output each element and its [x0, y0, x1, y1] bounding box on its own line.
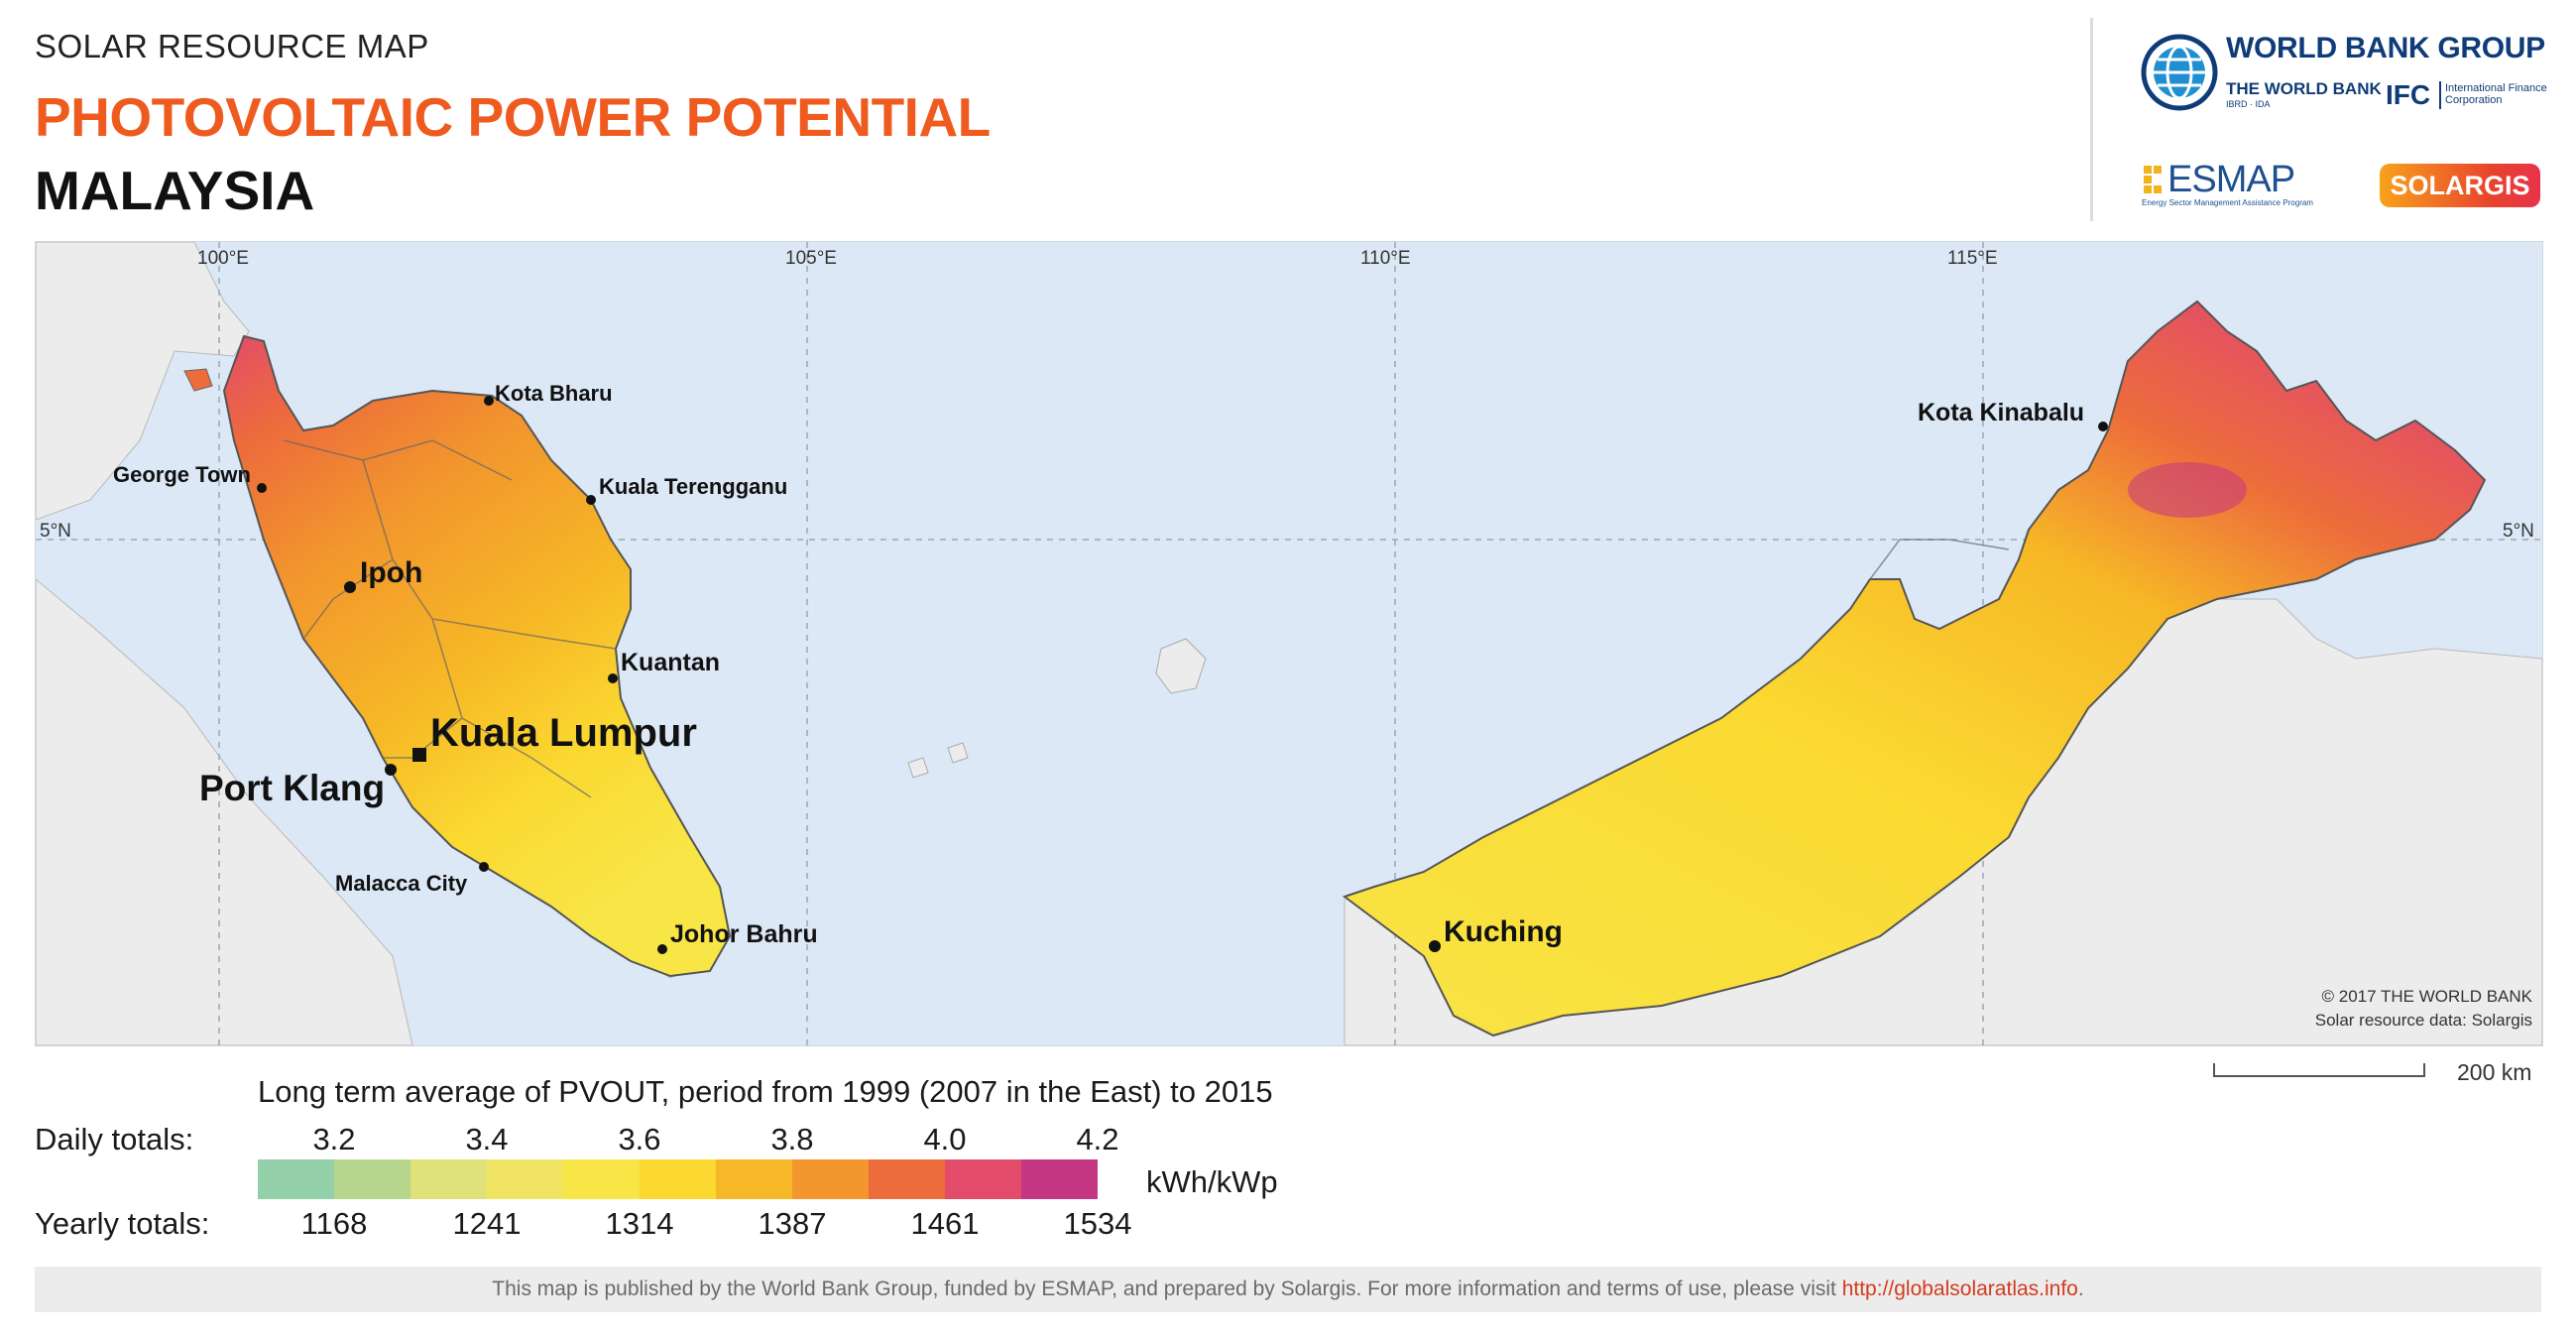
legend-color-ramp [258, 1159, 1098, 1199]
legend-daily-value: 4.0 [923, 1122, 967, 1156]
city-label-port-klang: Port Klang [199, 768, 385, 808]
the-world-bank-label: THE WORLD BANK [2226, 79, 2382, 98]
legend-daily-value: 3.4 [465, 1122, 509, 1156]
esmap-logo: ESMAP [2167, 159, 2295, 200]
lon-label-115: 115°E [1947, 248, 1998, 269]
langkawi-island [183, 368, 213, 392]
city-label-george-town: George Town [113, 462, 251, 487]
ifc-logo: IFC [2386, 79, 2431, 110]
ifc-divider [2439, 81, 2441, 109]
legend-color-cell [1021, 1159, 1098, 1199]
state-borders [283, 439, 2010, 798]
city-label-kota-bharu: Kota Bharu [495, 381, 613, 406]
legend-color-cell [487, 1159, 563, 1199]
legend-yearly-value: 1534 [1063, 1206, 1132, 1241]
legend-color-cell [869, 1159, 945, 1199]
footer-end: . [2077, 1277, 2084, 1300]
legend-color-cell [640, 1159, 716, 1199]
footer-note: This map is published by the World Bank … [35, 1267, 2541, 1312]
esmap-sun-icon [2144, 166, 2162, 193]
legend-color-cell [258, 1159, 334, 1199]
thailand-land [36, 242, 250, 521]
legend-color-cell [792, 1159, 869, 1199]
city-label-kuching: Kuching [1444, 915, 1563, 948]
lon-label-100: 100°E [197, 248, 249, 269]
legend-color-cell [410, 1159, 487, 1199]
natuna-island [1155, 638, 1207, 694]
globalsolaratlas-link[interactable]: http://globalsolaratlas.info [1841, 1277, 2078, 1300]
city-label-kota-kinabalu: Kota Kinabalu [1918, 399, 2084, 426]
pvout-map: Kota Bharu George Town Kuala Terengganu … [35, 241, 2543, 1046]
city-label-johor-bahru: Johor Bahru [670, 920, 818, 948]
esmap-subtitle: Energy Sector Management Assistance Prog… [2142, 198, 2313, 207]
high-pvout-area [2128, 462, 2247, 518]
map-data-credit: Solar resource data: Solargis [2315, 1011, 2532, 1030]
scale-label: 200 km [2457, 1059, 2532, 1085]
ibrd-ida-label: IBRD · IDA [2226, 99, 2271, 109]
sumatra-land [36, 578, 413, 1045]
lat-label-left: 5°N [40, 521, 71, 542]
map-copyright: © 2017 THE WORLD BANK [2322, 987, 2533, 1006]
lon-label-110: 110°E [1360, 248, 1411, 269]
city-label-kuala-terengganu: Kuala Terengganu [599, 474, 787, 499]
map-supertitle: SOLAR RESOURCE MAP [35, 28, 429, 64]
legend-daily-value: 3.2 [312, 1122, 356, 1156]
city-label-kuantan: Kuantan [621, 649, 720, 676]
city-markers [257, 396, 2108, 954]
legend-yearly-label: Yearly totals: [35, 1206, 210, 1241]
lat-label-right: 5°N [2503, 521, 2534, 542]
lon-label-105: 105°E [785, 248, 837, 269]
header-divider [2090, 18, 2093, 221]
city-label-kuala-lumpur: Kuala Lumpur [430, 711, 697, 755]
legend-yearly-value: 1314 [605, 1206, 674, 1241]
legend-color-cell [945, 1159, 1021, 1199]
legend-yearly-value: 1168 [300, 1206, 368, 1241]
peninsular-malaysia [222, 334, 732, 978]
legend-daily-value: 3.8 [770, 1122, 814, 1156]
legend-unit: kWh/kWp [1146, 1164, 1278, 1199]
solargis-logo: SOLARGIS [2380, 164, 2540, 207]
city-label-ipoh: Ipoh [360, 556, 422, 589]
world-bank-group-logo: WORLD BANK GROUP [2226, 32, 2545, 64]
country-name: MALAYSIA [35, 160, 315, 221]
map-title: PHOTOVOLTAIC POWER POTENTIAL [35, 86, 991, 148]
scale-bar [2213, 1063, 2425, 1077]
legend-daily-label: Daily totals: [35, 1122, 194, 1156]
ifc-subtitle: International Finance Corporation [2445, 82, 2547, 106]
legend-title: Long term average of PVOUT, period from … [258, 1074, 1273, 1109]
legend-color-cell [716, 1159, 792, 1199]
world-bank-globe-icon [2141, 34, 2218, 111]
legend-daily-value: 4.2 [1076, 1122, 1119, 1156]
legend-yearly-value: 1387 [758, 1206, 827, 1241]
city-label-malacca-city: Malacca City [335, 871, 468, 896]
legend-yearly-value: 1241 [452, 1206, 522, 1241]
footer-text: This map is published by the World Bank … [492, 1277, 1842, 1300]
legend-daily-value: 3.6 [618, 1122, 661, 1156]
legend-color-cell [334, 1159, 410, 1199]
anambas-islands [907, 742, 969, 779]
legend-yearly-value: 1461 [910, 1206, 980, 1241]
legend-color-cell [563, 1159, 640, 1199]
